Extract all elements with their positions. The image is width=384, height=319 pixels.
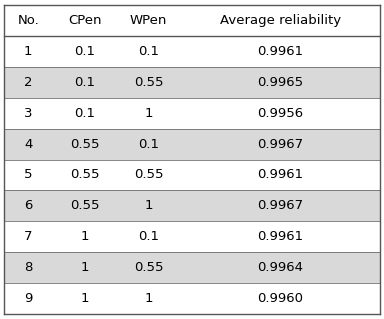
Text: 0.55: 0.55 <box>70 137 99 151</box>
Text: 6: 6 <box>24 199 33 212</box>
Text: 1: 1 <box>81 230 89 243</box>
Text: 1: 1 <box>81 261 89 274</box>
Text: 0.1: 0.1 <box>74 76 95 89</box>
Bar <box>4 283 380 314</box>
Text: 0.55: 0.55 <box>70 199 99 212</box>
Text: 1: 1 <box>144 292 153 305</box>
Text: 0.1: 0.1 <box>138 230 159 243</box>
Text: 0.9956: 0.9956 <box>257 107 303 120</box>
Text: 4: 4 <box>24 137 33 151</box>
Text: 0.1: 0.1 <box>138 137 159 151</box>
Text: 0.9964: 0.9964 <box>257 261 303 274</box>
Text: WPen: WPen <box>130 14 167 27</box>
Text: 0.9967: 0.9967 <box>257 137 303 151</box>
Text: 0.1: 0.1 <box>74 107 95 120</box>
Text: CPen: CPen <box>68 14 101 27</box>
Text: No.: No. <box>17 14 39 27</box>
Bar <box>4 36 380 67</box>
Text: Average reliability: Average reliability <box>220 14 341 27</box>
Text: 1: 1 <box>81 292 89 305</box>
Text: 1: 1 <box>144 107 153 120</box>
Text: 0.55: 0.55 <box>134 76 164 89</box>
Text: 5: 5 <box>24 168 33 182</box>
Text: 2: 2 <box>24 76 33 89</box>
Bar <box>4 67 380 98</box>
Bar <box>4 160 380 190</box>
Text: 1: 1 <box>24 45 33 58</box>
Text: 0.55: 0.55 <box>134 261 164 274</box>
Bar <box>4 190 380 221</box>
Text: 9: 9 <box>24 292 33 305</box>
Text: 0.9960: 0.9960 <box>257 292 303 305</box>
Text: 0.1: 0.1 <box>138 45 159 58</box>
Text: 0.9967: 0.9967 <box>257 199 303 212</box>
Text: 3: 3 <box>24 107 33 120</box>
Bar <box>4 5 380 36</box>
Text: 8: 8 <box>24 261 33 274</box>
Text: 7: 7 <box>24 230 33 243</box>
Bar <box>4 252 380 283</box>
Text: 0.9965: 0.9965 <box>257 76 303 89</box>
Text: 0.55: 0.55 <box>70 168 99 182</box>
Bar <box>4 98 380 129</box>
Text: 1: 1 <box>144 199 153 212</box>
Text: 0.1: 0.1 <box>74 45 95 58</box>
Text: 0.9961: 0.9961 <box>257 168 303 182</box>
Bar <box>4 129 380 160</box>
Text: 0.9961: 0.9961 <box>257 230 303 243</box>
Text: 0.9961: 0.9961 <box>257 45 303 58</box>
Bar <box>4 221 380 252</box>
Text: 0.55: 0.55 <box>134 168 164 182</box>
